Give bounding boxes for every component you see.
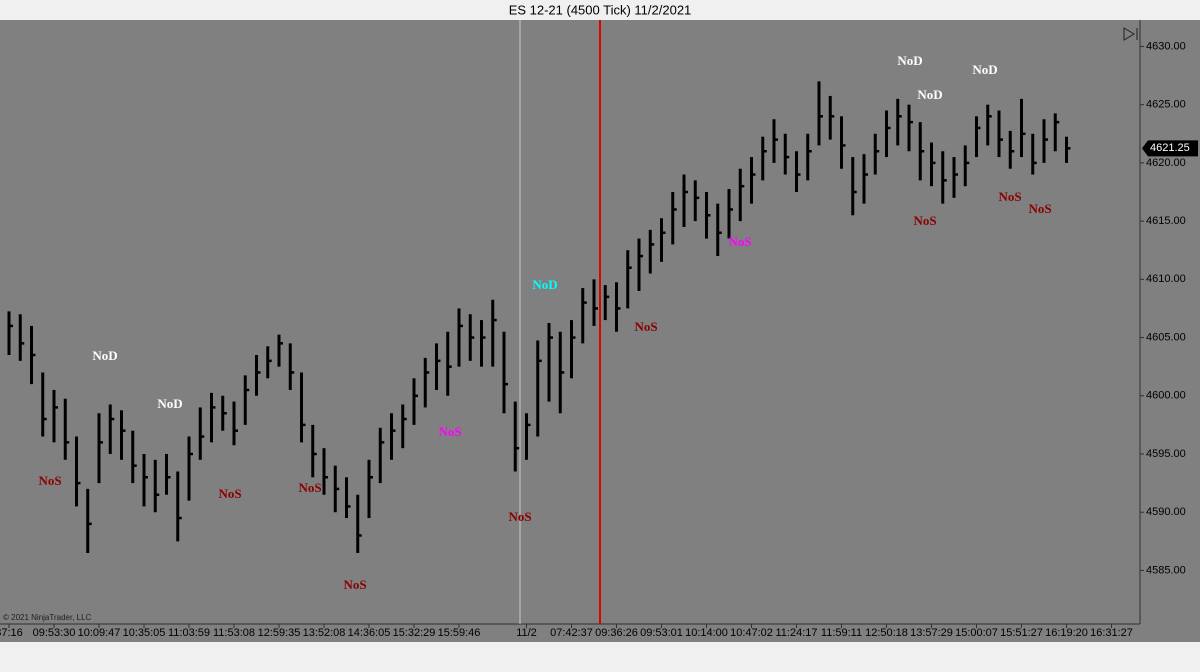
- x-tick-label: 15:32:29: [393, 627, 436, 639]
- x-tick-label: 12:50:18: [865, 627, 908, 639]
- annotation: NoS: [998, 189, 1021, 204]
- y-tick-label: 4615.00: [1146, 215, 1186, 227]
- annotation: NoS: [508, 509, 531, 524]
- y-axis-area: [1140, 20, 1200, 624]
- y-tick-label: 4630.00: [1146, 40, 1186, 52]
- x-tick-label: 11/2: [516, 627, 537, 639]
- x-axis-area: [0, 624, 1200, 642]
- x-tick-label: 11:53:08: [213, 627, 255, 639]
- x-tick-label: 11:03:59: [168, 627, 210, 639]
- x-tick-label: 13:52:08: [303, 627, 346, 639]
- annotation: NoS: [728, 234, 751, 249]
- annotation: NoS: [298, 480, 321, 495]
- y-tick-label: 4600.00: [1146, 390, 1186, 402]
- x-tick-label: 15:00:07: [955, 627, 998, 639]
- x-tick-label: 11:24:17: [775, 627, 817, 639]
- annotation: NoD: [157, 396, 182, 411]
- copyright: © 2021 NinjaTrader, LLC: [3, 613, 92, 622]
- annotation: NoS: [1028, 201, 1051, 216]
- last-price-marker: [1142, 140, 1198, 157]
- chart-title: ES 12-21 (4500 Tick) 11/2/2021: [509, 2, 692, 17]
- x-tick-label: 09:36:26: [595, 627, 638, 639]
- annotation: NoD: [897, 53, 922, 68]
- x-tick-label: 16:19:20: [1045, 627, 1088, 639]
- x-tick-label: 15:59:46: [438, 627, 481, 639]
- y-tick-label: 4595.00: [1146, 448, 1186, 460]
- x-tick-label: 10:47:02: [730, 627, 773, 639]
- annotation: NoD: [92, 348, 117, 363]
- y-tick-label: 4610.00: [1146, 273, 1186, 285]
- x-tick-label: 10:09:47: [78, 627, 121, 639]
- y-tick-label: 4620.00: [1146, 157, 1186, 169]
- annotation: NoS: [438, 424, 461, 439]
- x-tick-label: 15:51:27: [1000, 627, 1043, 639]
- x-tick-label: 16:31:27: [1090, 627, 1133, 639]
- x-tick-label: 37:16: [0, 627, 23, 639]
- y-tick-label: 4605.00: [1146, 331, 1186, 343]
- last-price-label: 4621.25: [1150, 142, 1190, 154]
- title-bar: [0, 0, 1200, 20]
- annotation: NoD: [917, 87, 942, 102]
- x-tick-label: 13:57:29: [910, 627, 953, 639]
- annotation: NoS: [634, 319, 657, 334]
- annotation: NoD: [972, 62, 997, 77]
- annotation: NoS: [343, 577, 366, 592]
- x-tick-label: 09:53:30: [33, 627, 76, 639]
- annotation: NoS: [38, 473, 61, 488]
- annotation: NoS: [913, 213, 936, 228]
- x-tick-label: 14:36:05: [348, 627, 391, 639]
- x-tick-label: 12:59:35: [258, 627, 301, 639]
- x-tick-label: 07:42:37: [550, 627, 593, 639]
- annotation: NoD: [532, 277, 557, 292]
- y-tick-label: 4585.00: [1146, 564, 1186, 576]
- y-tick-label: 4625.00: [1146, 99, 1186, 111]
- annotation: NoS: [218, 486, 241, 501]
- x-tick-label: 11:59:11: [821, 627, 862, 639]
- y-tick-label: 4590.00: [1146, 506, 1186, 518]
- scroll-end-icon[interactable]: [1123, 27, 1138, 41]
- x-tick-label: 10:14:00: [685, 627, 728, 639]
- x-tick-label: 10:35:05: [123, 627, 166, 639]
- x-tick-label: 09:53:01: [640, 627, 683, 639]
